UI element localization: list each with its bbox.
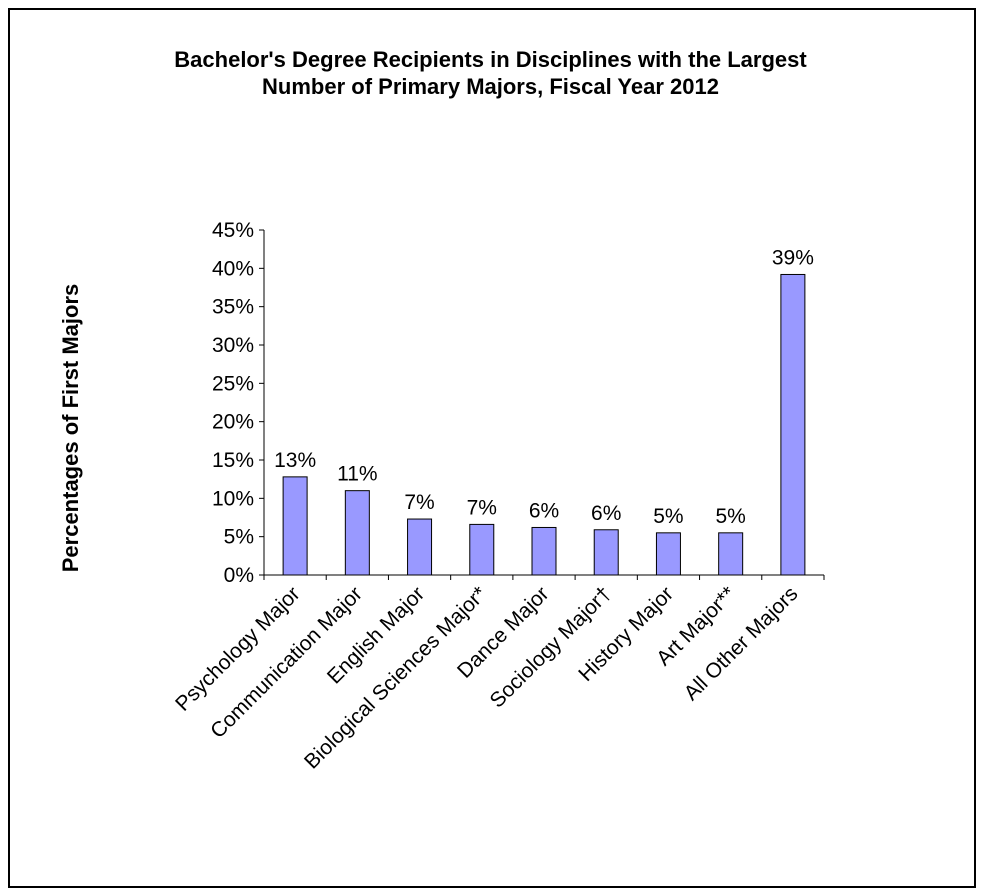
bar-data-label: 5% xyxy=(715,505,745,528)
bar xyxy=(531,526,557,576)
y-tick-label: 30% xyxy=(212,334,254,357)
chart-title-line-2: Number of Primary Majors, Fiscal Year 20… xyxy=(262,74,719,99)
y-tick-label: 0% xyxy=(224,564,254,587)
bar-data-label: 39% xyxy=(772,246,814,269)
y-tick-label: 35% xyxy=(212,296,254,319)
bar-data-label: 7% xyxy=(404,491,434,514)
bar xyxy=(780,273,806,576)
bar xyxy=(718,532,744,576)
bar-data-label: 6% xyxy=(529,499,559,522)
y-tick-label: 20% xyxy=(212,411,254,434)
y-tick-label: 45% xyxy=(212,219,254,242)
bar xyxy=(282,476,308,576)
y-tick-label: 15% xyxy=(212,449,254,472)
chart-title: Bachelor's Degree Recipients in Discipli… xyxy=(0,46,981,100)
y-tick-label: 5% xyxy=(224,526,254,549)
data-labels: 13% 11% 7% 7% 6% 6% 5% 5% 39% xyxy=(274,246,814,527)
bar xyxy=(407,518,433,576)
bar-data-label: 13% xyxy=(274,449,316,472)
y-tick-label: 25% xyxy=(212,372,254,395)
bars xyxy=(282,273,806,576)
chart-title-line-1: Bachelor's Degree Recipients in Discipli… xyxy=(174,47,807,72)
bar xyxy=(469,523,495,576)
y-tick-label: 40% xyxy=(212,257,254,280)
bar-data-label: 6% xyxy=(591,502,621,525)
bar-data-label: 11% xyxy=(337,463,377,486)
y-axis-title: Percentages of First Majors xyxy=(58,284,83,573)
bar xyxy=(344,490,370,576)
axes: 0% 5% 10% 15% 20% 25% 30% 35% 40% 45% xyxy=(212,219,825,587)
y-tick-label: 10% xyxy=(212,487,254,510)
bar-data-label: 5% xyxy=(653,505,683,528)
y-axis-title-group: Percentages of First Majors xyxy=(58,284,83,573)
bar xyxy=(655,532,681,576)
chart-frame xyxy=(8,8,976,888)
bar xyxy=(593,529,619,576)
x-category-label: All Other Majors xyxy=(680,582,803,705)
bar-data-label: 7% xyxy=(467,496,497,519)
